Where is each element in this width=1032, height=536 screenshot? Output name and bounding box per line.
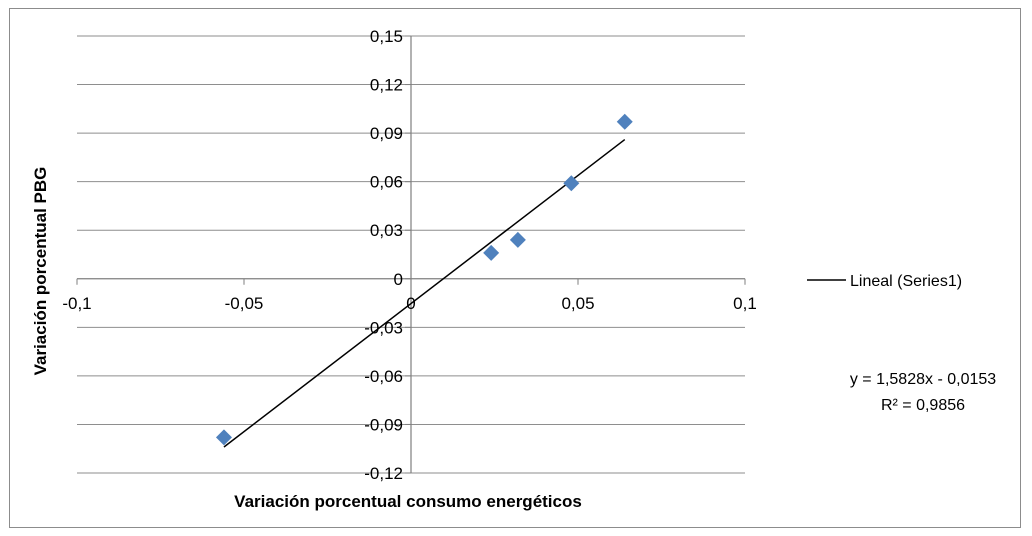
data-point-1 [483, 244, 500, 261]
y-tick-label-8: -0,09 [364, 415, 403, 434]
data-points [215, 113, 633, 446]
tick-labels: 0,150,120,090,060,030-0,03-0,06-0,09-0,1… [62, 27, 756, 483]
trendline-equation: y = 1,5828x - 0,0153 [850, 371, 996, 388]
data-point-4 [616, 113, 633, 130]
data-point-2 [509, 231, 526, 248]
legend: Lineal (Series1) [807, 273, 962, 290]
y-tick-label-6: -0,03 [364, 318, 403, 337]
x-tick-label-1: -0,05 [225, 294, 264, 313]
y-tick-label-5: 0 [394, 270, 403, 289]
axes [76, 35, 746, 474]
x-tick-label-0: -0,1 [62, 294, 91, 313]
x-tick-label-3: 0,05 [561, 294, 594, 313]
y-tick-label-2: 0,09 [370, 124, 403, 143]
x-axis-title: Variación porcentual consumo energéticos [234, 492, 582, 511]
y-tick-label-9: -0,12 [364, 464, 403, 483]
trendline-r-squared: R² = 0,9856 [881, 397, 965, 414]
scatter-chart: 0,150,120,090,060,030-0,03-0,06-0,09-0,1… [31, 27, 996, 511]
y-tick-label-7: -0,06 [364, 367, 403, 386]
legend-label-trendline: Lineal (Series1) [850, 273, 962, 290]
trendline-layer [223, 138, 626, 448]
data-point-3 [563, 175, 580, 192]
data-point-0 [215, 429, 232, 446]
y-tick-label-4: 0,03 [370, 221, 403, 240]
x-tick-label-2: 0 [406, 294, 415, 313]
trendline [223, 138, 626, 448]
chart-area: 0,15 0,12 0,09 0,06 0,03 0 -0,03 -0,06 -0,09 -0,1… [9, 8, 1021, 528]
y-tick-label-3: 0,06 [370, 173, 403, 192]
y-tick-label-1: 0,12 [370, 76, 403, 95]
y-axis-title: Variación porcentual PBG [31, 167, 50, 376]
y-tick-label-0: 0,15 [370, 27, 403, 46]
x-tick-label-4: 0,1 [733, 294, 757, 313]
